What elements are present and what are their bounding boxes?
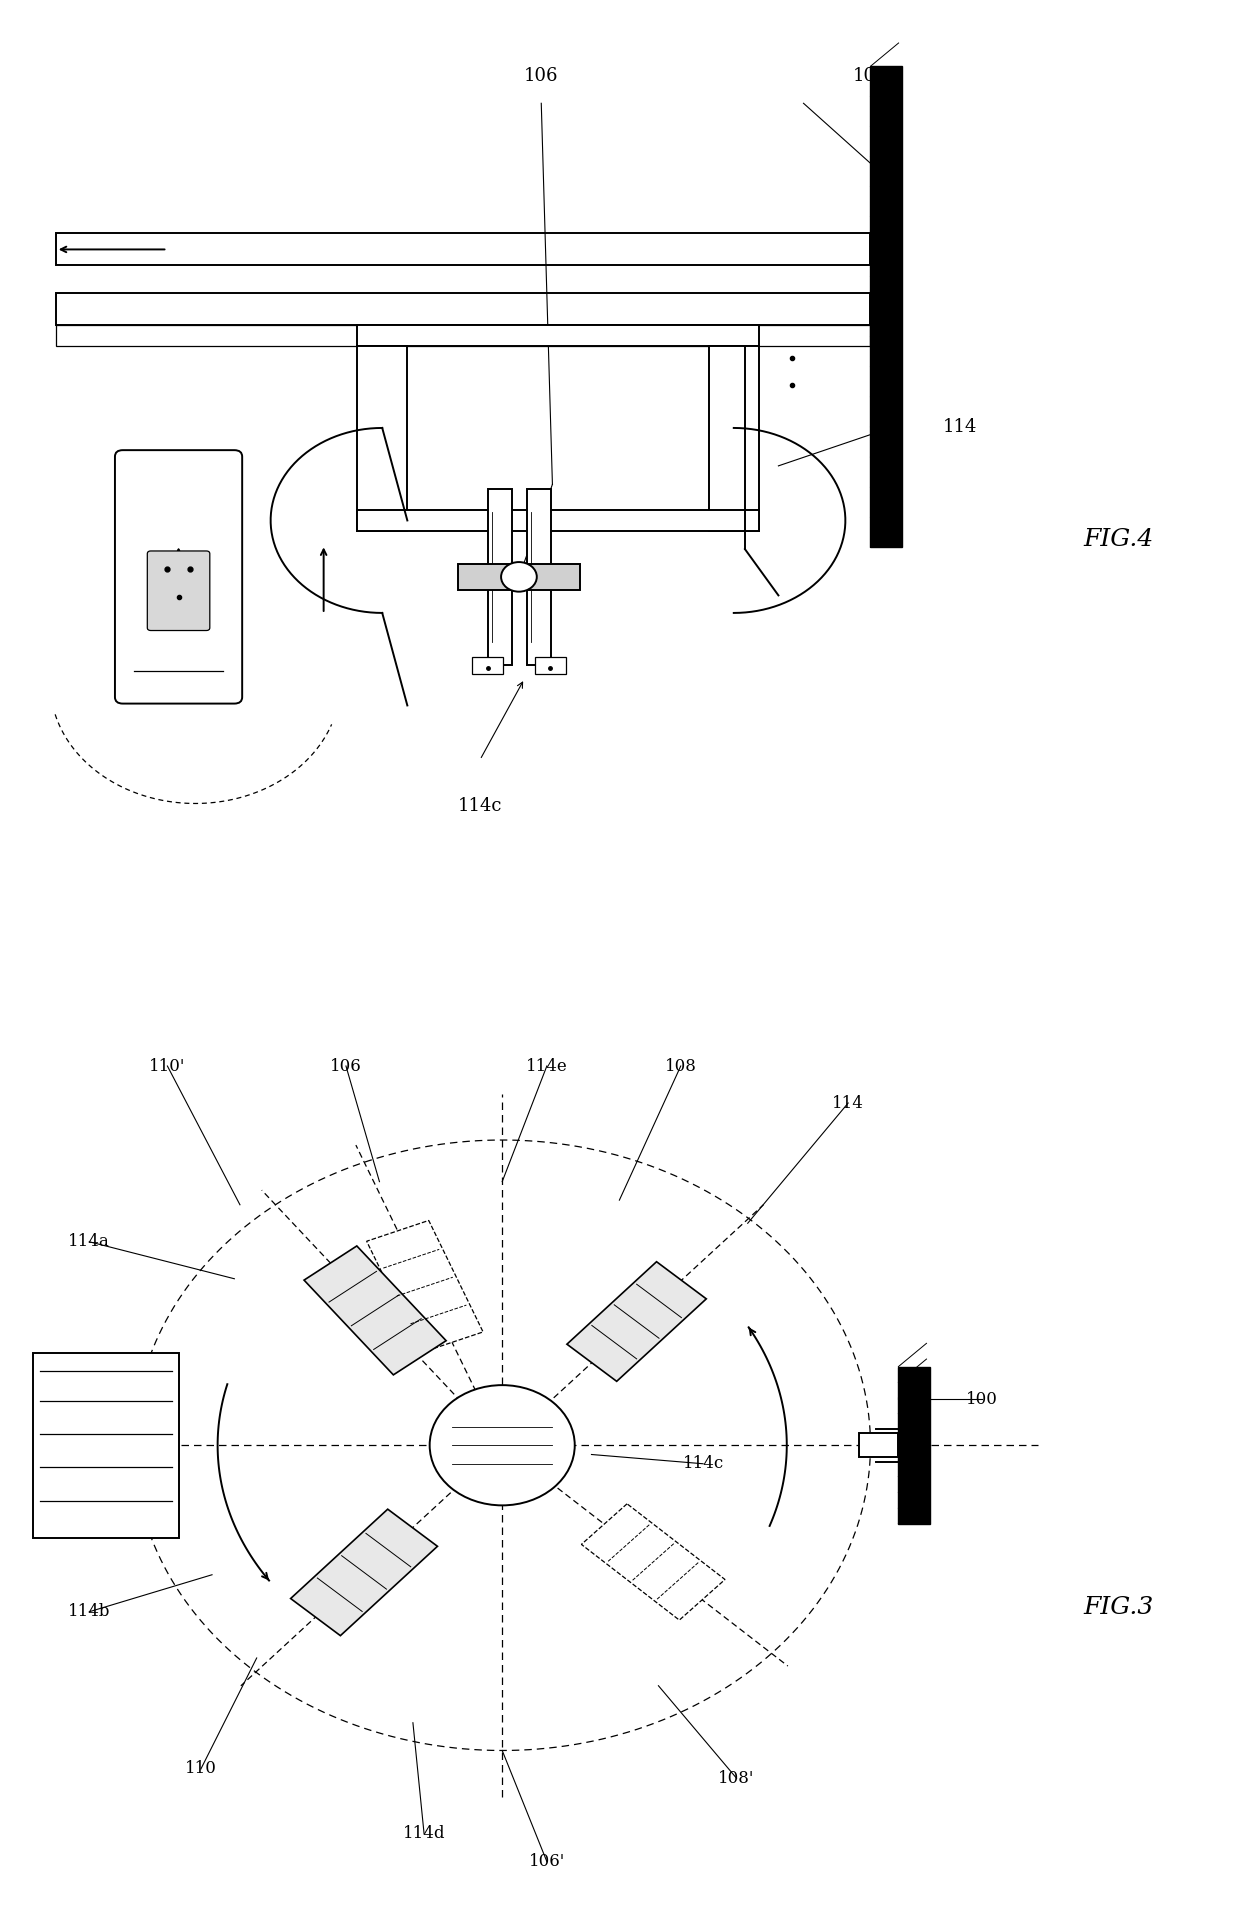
Text: 106: 106 [525, 67, 558, 85]
Circle shape [501, 563, 537, 592]
Circle shape [430, 1386, 575, 1505]
Text: 114: 114 [832, 1095, 864, 1112]
Text: 114e: 114e [526, 1058, 568, 1075]
Text: FIG.4: FIG.4 [1084, 528, 1153, 551]
Polygon shape [367, 1220, 484, 1353]
Bar [527, 489, 552, 665]
Text: 108: 108 [665, 1058, 697, 1075]
Bar [56, 326, 870, 345]
Bar [870, 66, 901, 547]
Text: 114a: 114a [68, 1233, 110, 1251]
Bar [357, 511, 759, 530]
Text: 114d: 114d [403, 1825, 445, 1842]
Bar [56, 293, 870, 326]
FancyBboxPatch shape [148, 551, 210, 630]
Text: 100: 100 [966, 1391, 998, 1407]
Text: 108': 108' [718, 1769, 755, 1786]
Polygon shape [582, 1503, 725, 1621]
Bar [458, 565, 580, 590]
Text: 110': 110' [149, 1058, 186, 1075]
Text: FIG.3: FIG.3 [1084, 1596, 1153, 1619]
Text: 110: 110 [185, 1761, 217, 1777]
Text: 100: 100 [853, 67, 888, 85]
Bar [33, 1353, 179, 1538]
Bar [357, 345, 408, 530]
Text: 114c: 114c [458, 798, 502, 815]
Polygon shape [567, 1262, 707, 1382]
Bar [709, 345, 759, 530]
Bar [534, 657, 565, 674]
Bar [357, 326, 759, 345]
Text: 106: 106 [330, 1058, 362, 1075]
Text: 106': 106' [528, 1854, 565, 1869]
Bar [487, 489, 512, 665]
Text: 114b: 114b [68, 1603, 110, 1621]
Polygon shape [290, 1509, 438, 1636]
Bar [859, 1434, 898, 1457]
Bar [472, 657, 503, 674]
FancyBboxPatch shape [115, 451, 242, 703]
Polygon shape [304, 1247, 446, 1374]
Text: 114c: 114c [682, 1455, 724, 1472]
Bar [56, 233, 870, 266]
Text: 114: 114 [942, 418, 977, 436]
Bar [898, 1366, 930, 1524]
